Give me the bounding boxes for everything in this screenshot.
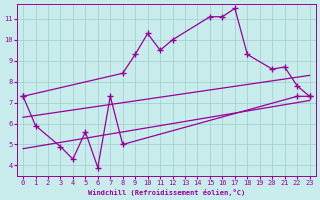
X-axis label: Windchill (Refroidissement éolien,°C): Windchill (Refroidissement éolien,°C) bbox=[88, 189, 245, 196]
